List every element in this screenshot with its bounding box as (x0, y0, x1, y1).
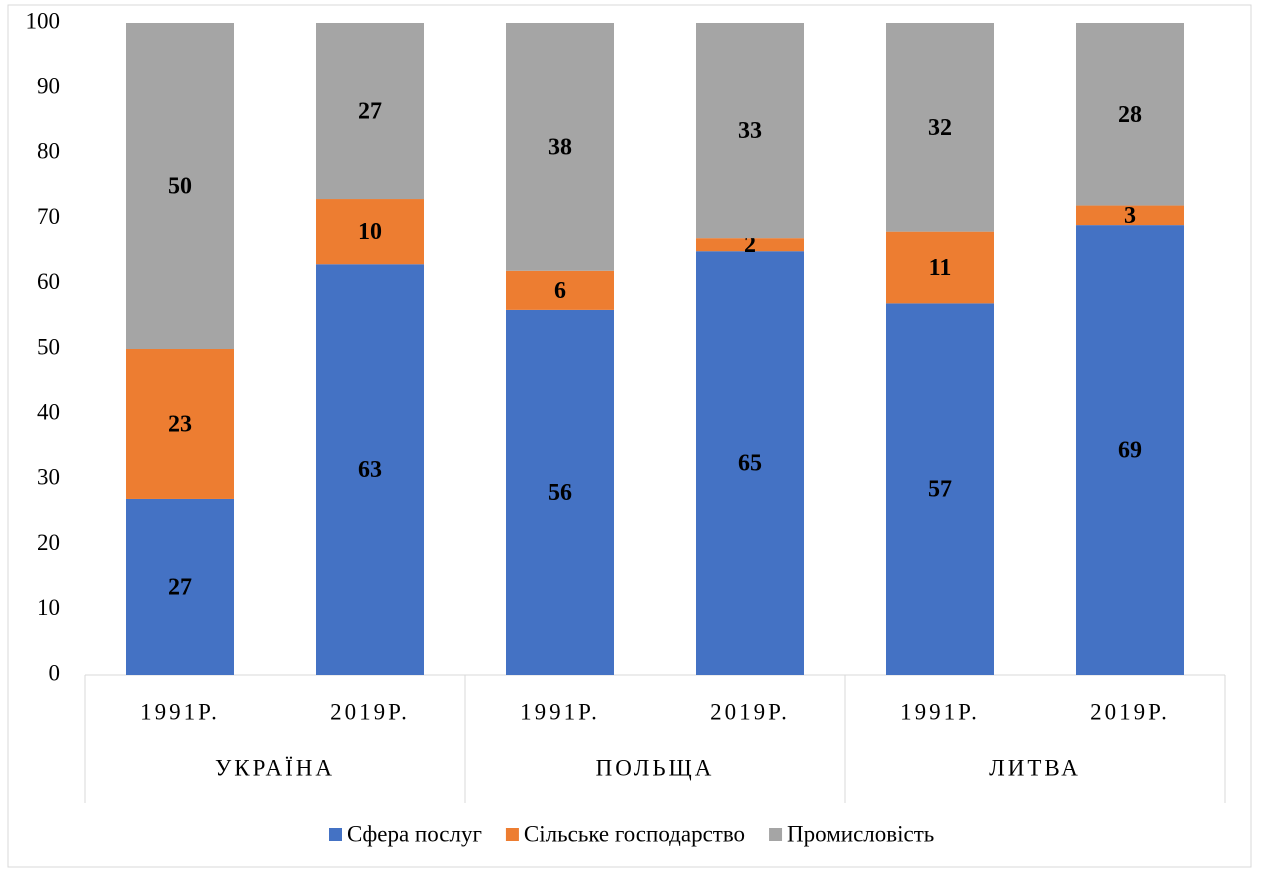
data-label: 57 (928, 477, 952, 503)
y-tick-label: 50 (37, 334, 60, 359)
bar-segment (1076, 225, 1184, 675)
legend-swatch (329, 828, 342, 841)
data-label: 27 (168, 574, 192, 600)
bar-segment (316, 23, 424, 200)
bar-segment (316, 199, 424, 265)
bar-segment (506, 270, 614, 310)
y-tick-label: 40 (37, 399, 60, 424)
y-tick-label: 80 (37, 139, 60, 164)
y-tick-label: 70 (37, 204, 60, 229)
y-tick-label: 30 (37, 465, 60, 490)
bar-segment (1076, 23, 1184, 206)
data-label: 32 (928, 115, 952, 141)
legend-swatch (769, 828, 783, 841)
group-label: ЛИТВА (989, 755, 1081, 780)
bar-segment (886, 303, 994, 675)
bar-segment (126, 349, 234, 499)
x-tick-label: 1991Р. (140, 699, 220, 724)
bar-segment (696, 251, 804, 675)
legend-label: Сільське господарство (524, 821, 745, 846)
data-label: 10 (358, 219, 382, 245)
data-label: 38 (548, 134, 572, 160)
data-label: 23 (168, 411, 192, 437)
bar-segment (126, 23, 234, 349)
data-label: 11 (929, 255, 952, 281)
legend-label: Промисловість (787, 821, 934, 846)
y-tick-label: 60 (37, 269, 60, 294)
data-label: 6 (554, 278, 566, 304)
data-label: 28 (1118, 102, 1142, 128)
chart-frame (7, 4, 1252, 868)
bar-segment (316, 264, 424, 675)
y-tick-label: 20 (37, 530, 60, 555)
bar-segment (886, 231, 994, 304)
data-label: 50 (168, 174, 192, 200)
data-label: 56 (548, 480, 572, 506)
bar-segment (1076, 205, 1184, 226)
data-label: 27 (358, 99, 382, 125)
data-label: 69 (1118, 438, 1142, 464)
bar-segment (696, 238, 804, 252)
data-label: 65 (738, 451, 762, 477)
x-tick-label: 2019Р. (330, 699, 410, 724)
y-tick-label: 100 (26, 8, 61, 33)
x-tick-label: 2019Р. (710, 699, 790, 724)
x-tick-label: 1991Р. (520, 699, 600, 724)
group-label: УКРАЇНА (215, 755, 335, 780)
bar-segment (696, 23, 804, 239)
data-label: 33 (738, 118, 762, 144)
legend-swatch (505, 828, 519, 841)
y-tick-label: 10 (37, 595, 60, 620)
bar-segment (886, 23, 994, 232)
data-label: 63 (358, 457, 382, 483)
legend-label: Сфера послуг (347, 821, 482, 846)
group-label: ПОЛЬЩА (596, 755, 715, 780)
x-tick-label: 1991Р. (900, 699, 980, 724)
bar-segment (506, 23, 614, 271)
data-label: 3 (1124, 203, 1136, 229)
bar-segment (126, 498, 234, 675)
x-tick-label: 2019Р. (1090, 699, 1170, 724)
data-label: 2 (744, 232, 756, 258)
bar-segment (506, 309, 614, 675)
y-tick-label: 0 (49, 660, 61, 685)
y-tick-label: 90 (37, 73, 60, 98)
